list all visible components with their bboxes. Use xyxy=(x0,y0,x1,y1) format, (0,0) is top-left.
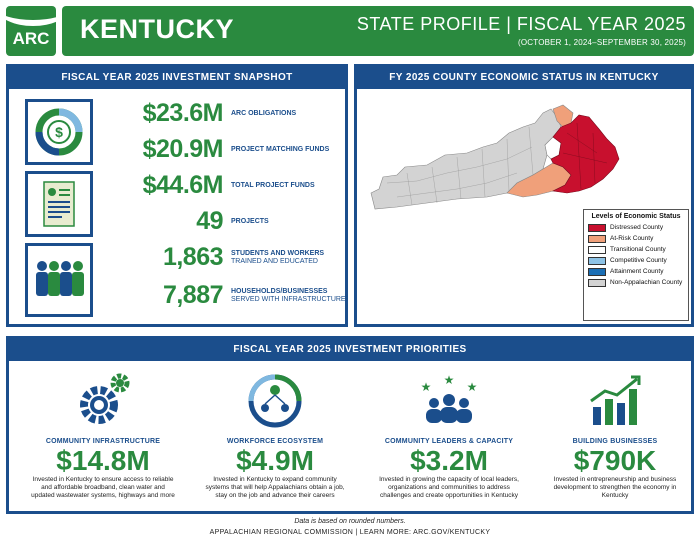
legend-swatch xyxy=(588,235,606,243)
logo-swoosh xyxy=(6,6,56,26)
legend-swatch xyxy=(588,279,606,287)
priority-description: Invested in Kentucky to expand community… xyxy=(205,476,345,499)
stat-label: STUDENTS AND WORKERS TRAINED AND EDUCATED xyxy=(231,249,325,265)
priority-community-leaders: ★ ★ ★ COMMUNITY LEADERS & CAPACITY $3.2M… xyxy=(369,373,529,500)
leaders-stars-icon: ★ ★ ★ xyxy=(421,373,478,423)
stat-label: PROJECTS xyxy=(231,217,269,225)
stat-total-funds: $44.6M TOTAL PROJECT FUNDS xyxy=(103,171,351,200)
priority-description: Invested in entrepreneurship and busines… xyxy=(553,476,677,499)
page-header: ARC KENTUCKY STATE PROFILE | FISCAL YEAR… xyxy=(0,0,700,62)
svg-text:★: ★ xyxy=(444,373,455,387)
stat-label: PROJECT MATCHING FUNDS xyxy=(231,145,330,153)
stat-projects: 49 PROJECTS xyxy=(103,207,351,236)
stat-students-workers: 1,863 STUDENTS AND WORKERS TRAINED AND ED… xyxy=(103,243,351,272)
people-icon xyxy=(25,243,93,317)
document-icon xyxy=(25,171,93,237)
county-status-panel: FY 2025 COUNTY ECONOMIC STATUS IN KENTUC… xyxy=(354,64,694,327)
legend-item: Distressed County xyxy=(588,224,684,232)
footer-line: APPALACHIAN REGIONAL COMMISSION | LEARN … xyxy=(209,529,491,536)
priority-title: COMMUNITY LEADERS & CAPACITY xyxy=(384,438,514,445)
footer-note: Data is based on rounded numbers. xyxy=(294,518,406,525)
stat-households: 7,887 HOUSEHOLDS/BUSINESSES SERVED WITH I… xyxy=(103,281,351,310)
stat-value: $20.9M xyxy=(142,135,224,163)
svg-text:★: ★ xyxy=(421,380,432,394)
legend-swatch xyxy=(588,268,606,276)
legend-swatch xyxy=(588,257,606,265)
title-bar xyxy=(62,6,694,56)
legend-swatch xyxy=(588,224,606,232)
stat-matching-funds: $20.9M PROJECT MATCHING FUNDS xyxy=(103,135,351,164)
logo-text: ARC xyxy=(12,29,50,48)
county-borders xyxy=(386,126,534,206)
stat-value: 49 xyxy=(196,207,223,235)
priority-title: WORKFORCE ECOSYSTEM xyxy=(226,438,324,445)
priority-amount: $790K xyxy=(573,445,657,476)
arc-logo: ARC xyxy=(6,6,56,56)
legend-item: At-Risk County xyxy=(588,235,684,243)
profile-title: STATE PROFILE | FISCAL YEAR 2025 xyxy=(356,14,686,34)
svg-text:$: $ xyxy=(55,124,63,140)
priority-description: Invested in Kentucky to ensure access to… xyxy=(31,476,175,499)
distressed-region xyxy=(550,114,620,194)
priority-title: COMMUNITY INFRASTRUCTURE xyxy=(45,438,161,445)
network-icon xyxy=(248,374,302,428)
stat-value: 7,887 xyxy=(162,281,224,309)
priority-amount: $4.9M xyxy=(236,445,314,476)
legend-item: Competitive County xyxy=(588,257,684,265)
stat-label: TOTAL PROJECT FUNDS xyxy=(231,181,315,189)
growth-chart-icon xyxy=(590,375,641,425)
distressed-borders xyxy=(562,122,608,190)
priority-building-businesses: BUILDING BUSINESSES $790K Invested in en… xyxy=(535,373,695,500)
priority-community-infrastructure: COMMUNITY INFRASTRUCTURE $14.8M Invested… xyxy=(23,373,183,500)
priority-amount: $14.8M xyxy=(56,445,150,476)
priorities-heading: FISCAL YEAR 2025 INVESTMENT PRIORITIES xyxy=(9,339,691,361)
legend-item: Transitional County xyxy=(588,246,684,254)
priority-title: BUILDING BUSINESSES xyxy=(572,438,658,445)
legend-swatch xyxy=(588,246,606,254)
stat-value: $23.6M xyxy=(142,99,224,127)
gears-icon xyxy=(80,373,130,424)
priority-amount: $3.2M xyxy=(410,445,488,476)
county-heading: FY 2025 COUNTY ECONOMIC STATUS IN KENTUC… xyxy=(357,67,691,89)
stat-label: HOUSEHOLDS/BUSINESSES SERVED WITH INFRAST… xyxy=(231,287,346,303)
priority-description: Invested in growing the capacity of loca… xyxy=(379,476,519,499)
fiscal-dates: (OCTOBER 1, 2024–SEPTEMBER 30, 2025) xyxy=(517,38,686,47)
map-legend: Levels of Economic Status Distressed Cou… xyxy=(583,209,689,321)
snapshot-heading: FISCAL YEAR 2025 INVESTMENT SNAPSHOT xyxy=(9,67,345,89)
state-title: KENTUCKY xyxy=(80,14,235,44)
stat-value: 1,863 xyxy=(162,243,224,271)
dollar-chart-icon: $ xyxy=(25,99,93,165)
legend-item: Attainment County xyxy=(588,268,684,276)
stat-value: $44.6M xyxy=(142,171,224,199)
stat-arc-obligations: $23.6M ARC OBLIGATIONS xyxy=(103,99,351,128)
investment-snapshot-panel: FISCAL YEAR 2025 INVESTMENT SNAPSHOT $ xyxy=(6,64,348,327)
kentucky-county-map xyxy=(370,104,620,210)
svg-text:★: ★ xyxy=(467,380,478,394)
legend-title: Levels of Economic Status xyxy=(591,213,681,220)
priority-workforce-ecosystem: WORKFORCE ECOSYSTEM $4.9M Invested in Ke… xyxy=(195,373,355,500)
legend-item: Non-Appalachian County xyxy=(588,279,684,287)
investment-priorities-panel: FISCAL YEAR 2025 INVESTMENT PRIORITIES C… xyxy=(6,336,694,514)
stat-label: ARC OBLIGATIONS xyxy=(231,109,297,117)
non-appalachian-region xyxy=(370,108,562,210)
